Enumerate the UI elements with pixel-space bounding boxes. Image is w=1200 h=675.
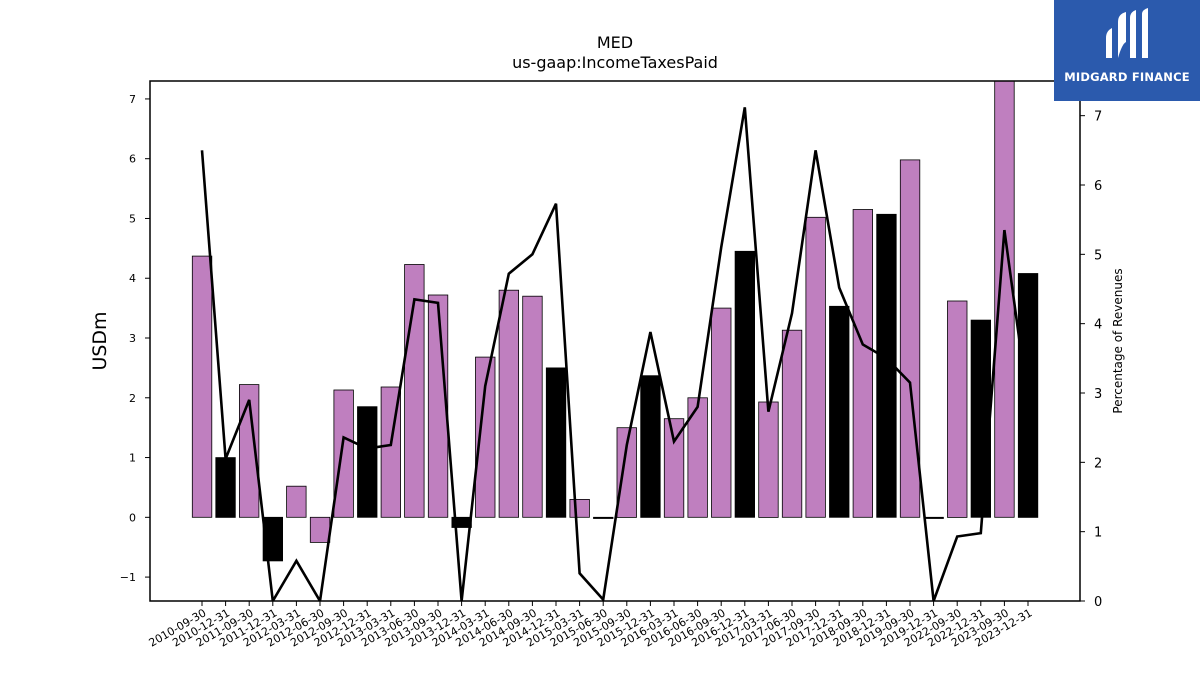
bar-2015-09-30 [616,427,637,518]
midgard-finance-logo: MIDGARD FINANCE [1054,0,1200,101]
y-axis-label: USDm [89,311,111,370]
y-tick-label: −1 [120,571,136,584]
bar-2022-09-30 [947,300,968,518]
bar-2023-09-30 [994,80,1015,518]
bar-2017-03-31 [758,401,779,518]
y-tick-label: 0 [129,511,136,524]
bar-2012-03-31 [286,485,307,518]
bar-2019-12-31 [923,516,944,519]
bar-2010-09-30 [191,255,213,518]
y-tick-label: 3 [129,332,136,345]
bar-2012-06-30 [309,516,331,543]
y2-tick-label: 5 [1094,248,1102,263]
bar-2012-09-30 [333,389,354,518]
bar-2016-09-30 [711,307,732,518]
y2-tick-label: 3 [1094,387,1102,402]
y-tick-label: 4 [129,272,136,285]
bar-2014-09-30 [522,295,543,518]
bar-2014-06-30 [498,289,520,518]
bar-2010-12-31 [215,457,236,518]
y2-tick-label: 2 [1094,456,1102,471]
bar-2011-09-30 [238,384,260,518]
y-tick-label: 1 [129,452,136,465]
y2-axis-label: Percentage of Revenues [1111,268,1125,413]
y2-tick-label: 0 [1094,595,1102,610]
bar-2018-09-30 [852,209,873,518]
bar-2015-06-30 [593,516,614,519]
y-tick-label: 5 [129,212,136,225]
bar-2012-12-31 [357,406,378,518]
chart-title: MED [597,33,633,52]
bar-2015-03-31 [569,498,590,518]
bar-2014-03-31 [475,356,496,518]
chart-subtitle: us-gaap:IncomeTaxesPaid [512,53,718,72]
y-tick-label: 2 [129,392,136,405]
bar-2016-03-31 [663,418,685,518]
y-tick-label: 6 [129,153,136,166]
y2-tick-label: 7 [1094,110,1102,125]
bar-2014-12-31 [545,367,567,518]
plot-frame [149,80,1081,602]
bar-2022-12-31 [970,319,991,518]
midgard-logo-icon [1106,8,1148,58]
bar-2016-12-31 [734,250,755,518]
bar-2019-09-30 [899,159,921,518]
y2-tick-label: 1 [1094,526,1102,541]
bar-2018-12-31 [876,213,897,518]
bar-2017-09-30 [805,216,826,518]
y2-tick-label: 4 [1094,318,1102,333]
bar-2017-06-30 [781,329,803,518]
y-tick-label: 7 [129,93,136,106]
bar-2017-12-31 [829,305,850,518]
bar-2015-12-31 [640,375,661,518]
percentage-line [200,107,1030,601]
logo-text: MIDGARD FINANCE [1064,70,1190,84]
y2-tick-label: 6 [1094,179,1102,194]
